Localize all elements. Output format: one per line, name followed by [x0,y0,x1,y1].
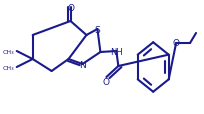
Text: O: O [103,77,110,86]
Text: CH₃: CH₃ [3,65,15,70]
Text: NH: NH [110,47,123,56]
Text: CH₃: CH₃ [3,49,15,54]
Text: N: N [79,60,86,69]
Text: O: O [67,3,74,12]
Text: S: S [94,25,100,34]
Text: O: O [173,39,180,48]
